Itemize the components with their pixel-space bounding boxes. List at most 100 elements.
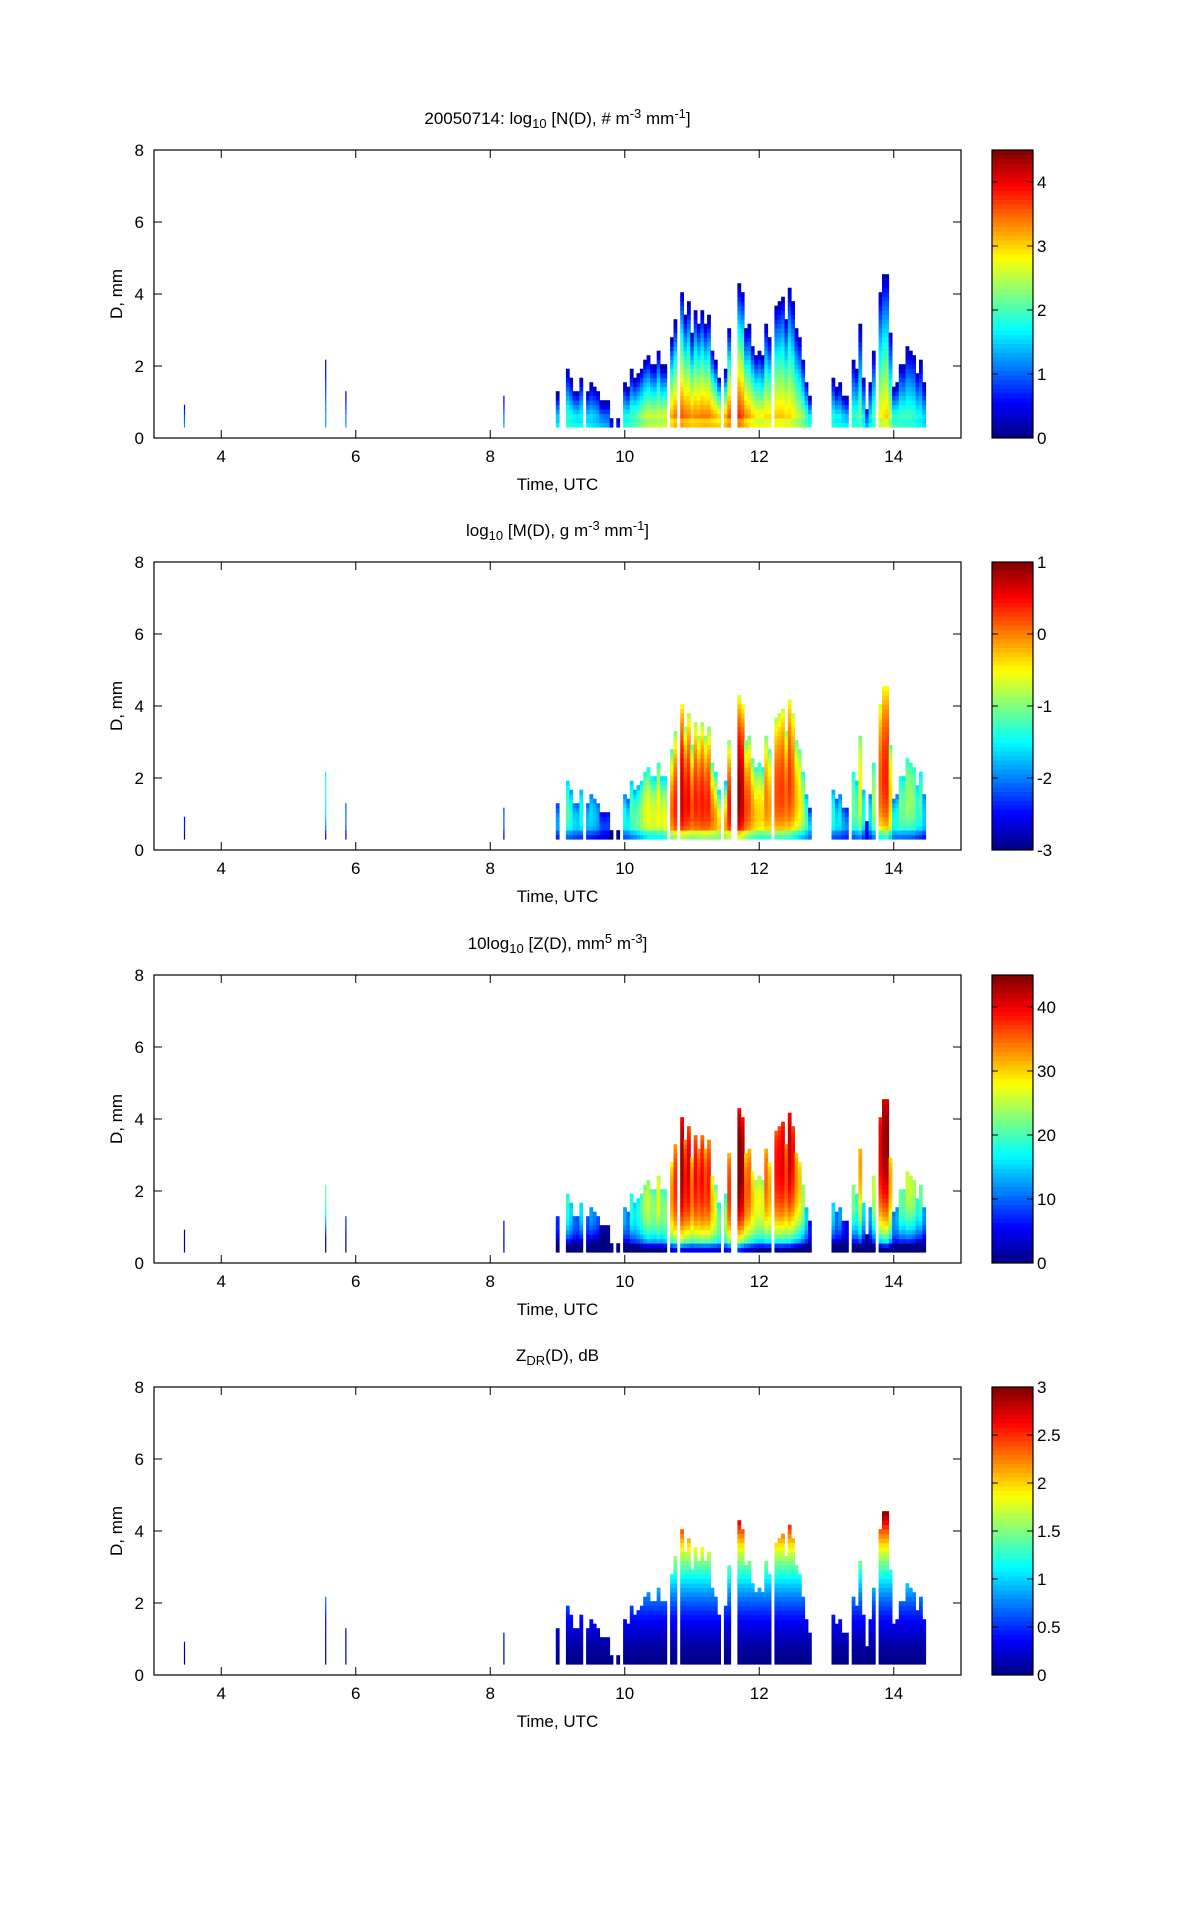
- heatmap-cell: [885, 1166, 890, 1172]
- heatmap-cell: [905, 1243, 910, 1249]
- heatmap-cell: [885, 296, 890, 302]
- heatmap-cell: [596, 1238, 600, 1244]
- heatmap-cell: [831, 404, 836, 410]
- heatmap-cell: [841, 422, 846, 428]
- heatmap-cell: [693, 1184, 698, 1190]
- heatmap-cell: [915, 1225, 920, 1231]
- heatmap-cell: [908, 785, 913, 791]
- heatmap-cell: [670, 816, 674, 822]
- heatmap-cell: [750, 377, 755, 383]
- heatmap-cell: [760, 794, 765, 800]
- heatmap-cell: [760, 1247, 765, 1253]
- heatmap-cell: [650, 1207, 654, 1213]
- heatmap-cell: [687, 386, 691, 392]
- heatmap-cell: [646, 1243, 651, 1249]
- heatmap-cell: [791, 400, 795, 406]
- heatmap-cell: [922, 386, 927, 392]
- heatmap-cell: [754, 821, 758, 827]
- heatmap-cell: [764, 328, 769, 334]
- heatmap-cell: [663, 821, 668, 827]
- heatmap-cell: [623, 395, 627, 401]
- heatmap-cell: [831, 803, 836, 809]
- heatmap-cell: [831, 422, 836, 428]
- heatmap-cell: [851, 794, 856, 800]
- heatmap-cell: [325, 368, 327, 374]
- heatmap-cell: [781, 377, 785, 383]
- heatmap-cell: [804, 798, 809, 804]
- heatmap-cell: [660, 1229, 664, 1235]
- heatmap-cell: [791, 789, 795, 795]
- heatmap-cell: [623, 830, 627, 836]
- colorbar-swatch: [992, 352, 1033, 358]
- heatmap-cell: [781, 1139, 785, 1145]
- heatmap-cell: [794, 1234, 799, 1240]
- heatmap-cell: [797, 404, 802, 410]
- heatmap-cell: [871, 368, 876, 374]
- heatmap-cell: [915, 422, 920, 428]
- heatmap-cell: [646, 816, 651, 822]
- heatmap-cell: [791, 305, 795, 311]
- heatmap-cell: [834, 395, 839, 401]
- heatmap-cell: [878, 296, 883, 302]
- heatmap-cell: [781, 1234, 785, 1240]
- heatmap-cell: [794, 350, 799, 356]
- heatmap-cell: [882, 350, 886, 356]
- heatmap-cell: [902, 821, 906, 827]
- heatmap-cell: [673, 1153, 678, 1159]
- heatmap-cell: [707, 418, 711, 424]
- heatmap-cell: [888, 830, 893, 836]
- heatmap-cell: [710, 1247, 715, 1253]
- heatmap-cell: [831, 789, 836, 795]
- heatmap-cell: [871, 816, 876, 822]
- heatmap-cell: [871, 767, 876, 773]
- heatmap-cell: [723, 395, 728, 401]
- heatmap-cell: [908, 830, 913, 836]
- heatmap-cell: [737, 1189, 742, 1195]
- heatmap-cell: [687, 749, 691, 755]
- heatmap-cell: [565, 1655, 570, 1661]
- heatmap-cell: [596, 422, 600, 428]
- heatmap-cell: [693, 767, 698, 773]
- heatmap-cell: [683, 726, 688, 732]
- colorbar-swatch: [992, 307, 1033, 313]
- heatmap-cell: [693, 1225, 698, 1231]
- heatmap-cell: [727, 391, 732, 397]
- heatmap-cell: [784, 1229, 789, 1235]
- heatmap-cell: [727, 1193, 732, 1199]
- heatmap-cell: [791, 1126, 795, 1132]
- heatmap-cell: [687, 400, 691, 406]
- heatmap-cell: [586, 812, 590, 818]
- colorbar-swatch: [992, 1002, 1033, 1007]
- heatmap-cell: [885, 350, 890, 356]
- heatmap-cell: [633, 400, 637, 406]
- heatmap-cell: [774, 816, 779, 822]
- heatmap-cell: [710, 1184, 715, 1190]
- y-tick-label: 0: [135, 429, 144, 448]
- heatmap-cell: [673, 373, 678, 379]
- heatmap-cell: [797, 1243, 802, 1249]
- heatmap-cell: [697, 821, 701, 827]
- heatmap-cell: [767, 1162, 772, 1168]
- heatmap-cell: [905, 1198, 910, 1204]
- heatmap-cell: [908, 422, 913, 428]
- heatmap-cell: [717, 816, 721, 822]
- heatmap-cell: [754, 413, 758, 419]
- heatmap-cell: [747, 373, 752, 379]
- heatmap-cell: [633, 422, 637, 428]
- heatmap-cell: [888, 812, 893, 818]
- heatmap-cell: [633, 1216, 637, 1222]
- heatmap-cell: [740, 1247, 745, 1253]
- heatmap-cell: [787, 341, 792, 347]
- heatmap-cell: [922, 1238, 927, 1244]
- heatmap-cell: [697, 328, 701, 334]
- heatmap-cell: [838, 1229, 843, 1235]
- heatmap-cell: [727, 812, 732, 818]
- heatmap-cell: [744, 1175, 748, 1181]
- heatmap-cell: [633, 386, 637, 392]
- heatmap-cell: [703, 1157, 708, 1163]
- heatmap-cell: [905, 409, 910, 415]
- heatmap-cell: [703, 1193, 708, 1199]
- heatmap-cell: [325, 812, 327, 818]
- heatmap-cell: [700, 355, 705, 361]
- heatmap-cell: [908, 391, 913, 397]
